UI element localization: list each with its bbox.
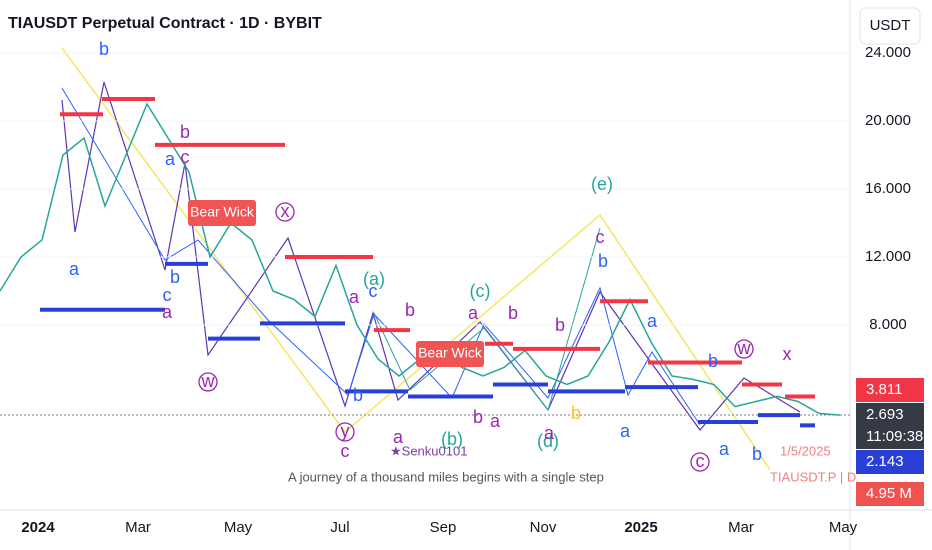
wave-label: (d)	[537, 431, 559, 451]
countdown: 11:09:38	[866, 428, 923, 445]
wave-label: b	[353, 385, 363, 405]
wave-label: c	[341, 441, 350, 461]
volume-label-bg	[856, 482, 924, 506]
wave-label: y	[341, 421, 350, 441]
badge-label: Bear Wick	[418, 345, 483, 361]
wave-circle	[198, 372, 218, 392]
wave-label: a	[162, 302, 173, 322]
chart-title: TIAUSDT Perpetual Contract · 1D · BYBIT	[8, 15, 322, 32]
wave-label: a	[647, 311, 658, 331]
wave-circle	[275, 202, 295, 222]
wave-line	[61, 47, 771, 471]
wave-label: w	[201, 371, 216, 391]
wave-label: a	[468, 303, 479, 323]
wave-label: a	[165, 149, 176, 169]
wave-label: b	[180, 122, 190, 142]
currency[interactable]: USDT	[870, 17, 911, 34]
y-tick-label: 8.000	[869, 316, 907, 333]
wave-label: (a)	[363, 269, 385, 289]
wave-label: a	[719, 439, 730, 459]
y-tick-label: 12.000	[865, 248, 911, 265]
price-label-bg	[856, 450, 924, 474]
price-label: 2.143	[866, 453, 904, 470]
y-tick-label: 20.000	[865, 112, 911, 129]
wave-label: a	[544, 423, 555, 443]
wave-label: x	[281, 201, 290, 221]
wave-label: c	[696, 451, 705, 471]
wave-label: b	[508, 303, 518, 323]
wave-label: b	[555, 315, 565, 335]
wave-label: (b)	[441, 429, 463, 449]
x-tick-label: 2025	[624, 519, 657, 536]
y-tick-label: 16.000	[865, 180, 911, 197]
y-tick-label: 24.000	[865, 44, 911, 61]
x-tick-label: 2024	[21, 519, 55, 536]
badge	[188, 200, 256, 226]
badge-label: Bear Wick	[190, 204, 255, 220]
wave-label: a	[490, 411, 501, 431]
price-label: 3.811	[866, 381, 902, 398]
wave-label: c	[369, 281, 378, 301]
wave-label: b	[571, 403, 581, 423]
wave-label: b	[99, 39, 109, 59]
volume-label: 4.95 M	[866, 485, 912, 502]
wave-circle	[690, 452, 710, 472]
x-tick-label: May	[224, 519, 253, 536]
wave-label: b	[752, 444, 762, 464]
wave-label: c	[596, 227, 605, 247]
x-tick-label: Jul	[330, 519, 349, 536]
price-label-bg	[856, 378, 924, 402]
wave-circle	[734, 339, 754, 359]
wave-label: (e)	[591, 174, 613, 194]
x-tick-label: May	[829, 519, 858, 536]
x-tick-label: Mar	[125, 519, 151, 536]
wave-label: a	[69, 259, 80, 279]
currency-button[interactable]	[859, 7, 921, 45]
wave-label: b	[405, 300, 415, 320]
wave-label: c	[163, 285, 172, 305]
price-label: 2.693	[866, 406, 904, 423]
watermark: ★Senku0101	[390, 443, 467, 458]
caption: A journey of a thousand miles begins wit…	[288, 469, 604, 484]
date-note: 1/5/2025	[780, 443, 831, 458]
wave-label: b	[170, 267, 180, 287]
wave-label: b	[708, 351, 718, 371]
wave-label: a	[620, 421, 631, 441]
badge	[416, 341, 484, 367]
x-tick-label: Mar	[728, 519, 754, 536]
wave-label: c	[181, 147, 190, 167]
x-tick-label: Sep	[430, 519, 457, 536]
wave-circle	[335, 422, 355, 442]
x-tick-label: Nov	[530, 519, 557, 536]
wave-label: a	[349, 287, 360, 307]
price-label-bg	[856, 403, 924, 449]
wave-label: w	[737, 338, 752, 358]
series-note: TIAUSDT.P | D	[770, 469, 856, 484]
wave-label: (c)	[470, 281, 491, 301]
wave-label: a	[393, 427, 404, 447]
wave-label: b	[473, 407, 483, 427]
wave-label: x	[783, 344, 792, 364]
wave-label: b	[598, 251, 608, 271]
